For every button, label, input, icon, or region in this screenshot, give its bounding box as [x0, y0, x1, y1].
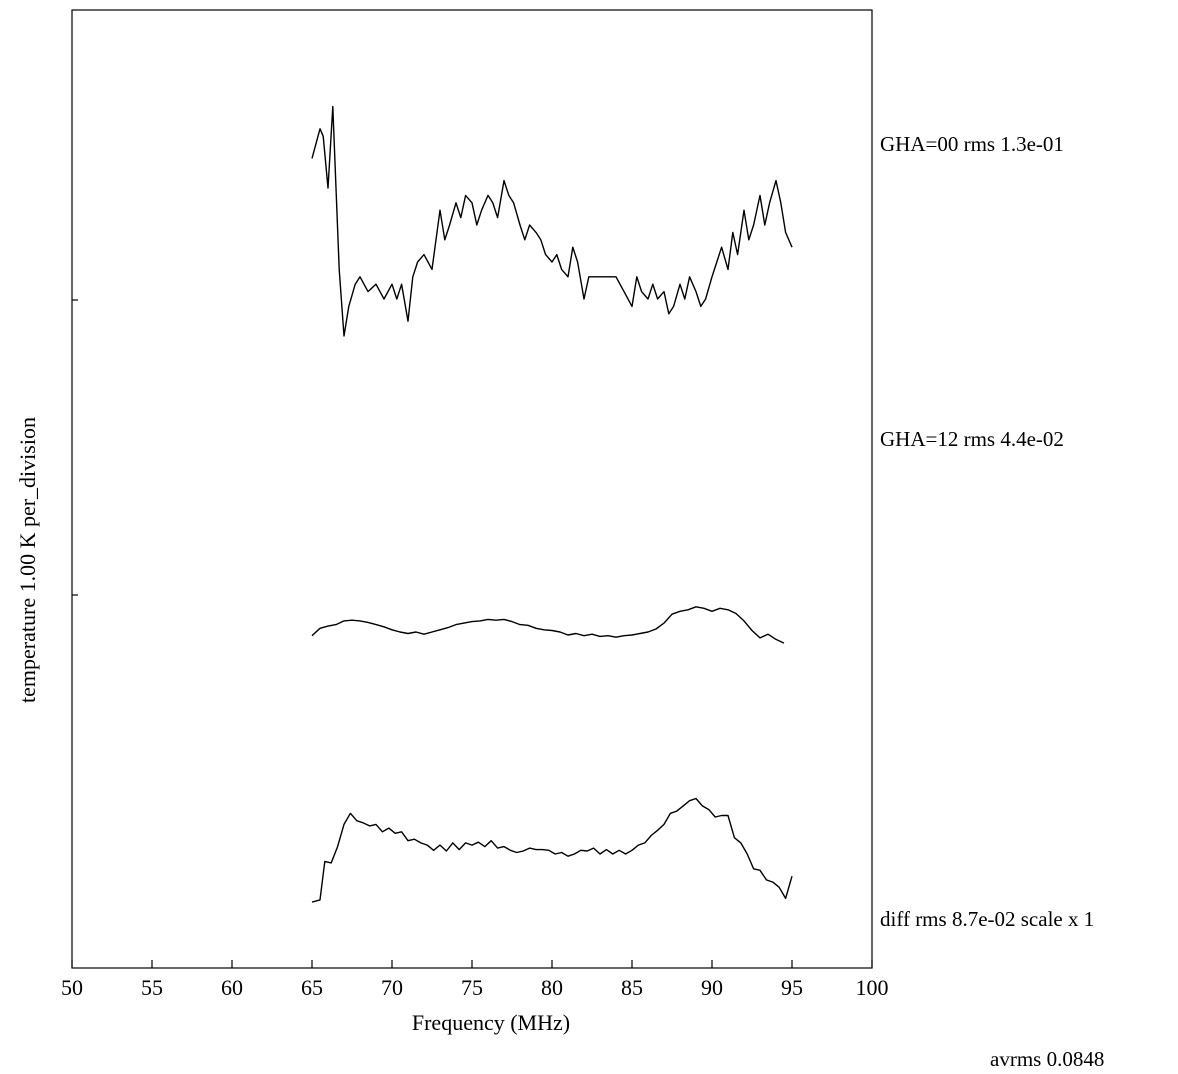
y-axis-title: temperature 1.00 K per_division: [15, 417, 40, 703]
series-gha-12-line: [311, 606, 785, 644]
x-tick-label: 80: [541, 975, 563, 1000]
x-tick-label: 60: [221, 975, 243, 1000]
x-tick-label: 65: [301, 975, 323, 1000]
x-tick-label: 95: [781, 975, 803, 1000]
x-tick-label: 70: [381, 975, 403, 1000]
x-tick-label: 100: [856, 975, 889, 1000]
series-diff-line: [311, 797, 793, 903]
plot-frame: [71, 9, 873, 969]
x-axis-ticks: 50 55 60 65 70 75 80 85 90 95 100: [61, 960, 889, 1000]
trace-labels: GHA=00 rms 1.3e-01 GHA=12 rms 4.4e-02 diff…: [880, 132, 1094, 931]
x-tick-label: 50: [61, 975, 83, 1000]
y-axis-ticks: [72, 299, 78, 596]
x-tick-label: 55: [141, 975, 163, 1000]
label-gha-12: GHA=12 rms 4.4e-02: [880, 427, 1064, 451]
series-gha-00-line: [311, 105, 793, 337]
series-layer: [311, 105, 793, 903]
x-tick-label: 75: [461, 975, 483, 1000]
avrms-label: avrms 0.0848: [990, 1047, 1104, 1071]
x-tick-label: 85: [621, 975, 643, 1000]
label-gha-00: GHA=00 rms 1.3e-01: [880, 132, 1064, 156]
x-tick-label: 90: [701, 975, 723, 1000]
x-axis-title: Frequency (MHz): [412, 1010, 570, 1035]
label-diff: diff rms 8.7e-02 scale x 1: [880, 907, 1094, 931]
